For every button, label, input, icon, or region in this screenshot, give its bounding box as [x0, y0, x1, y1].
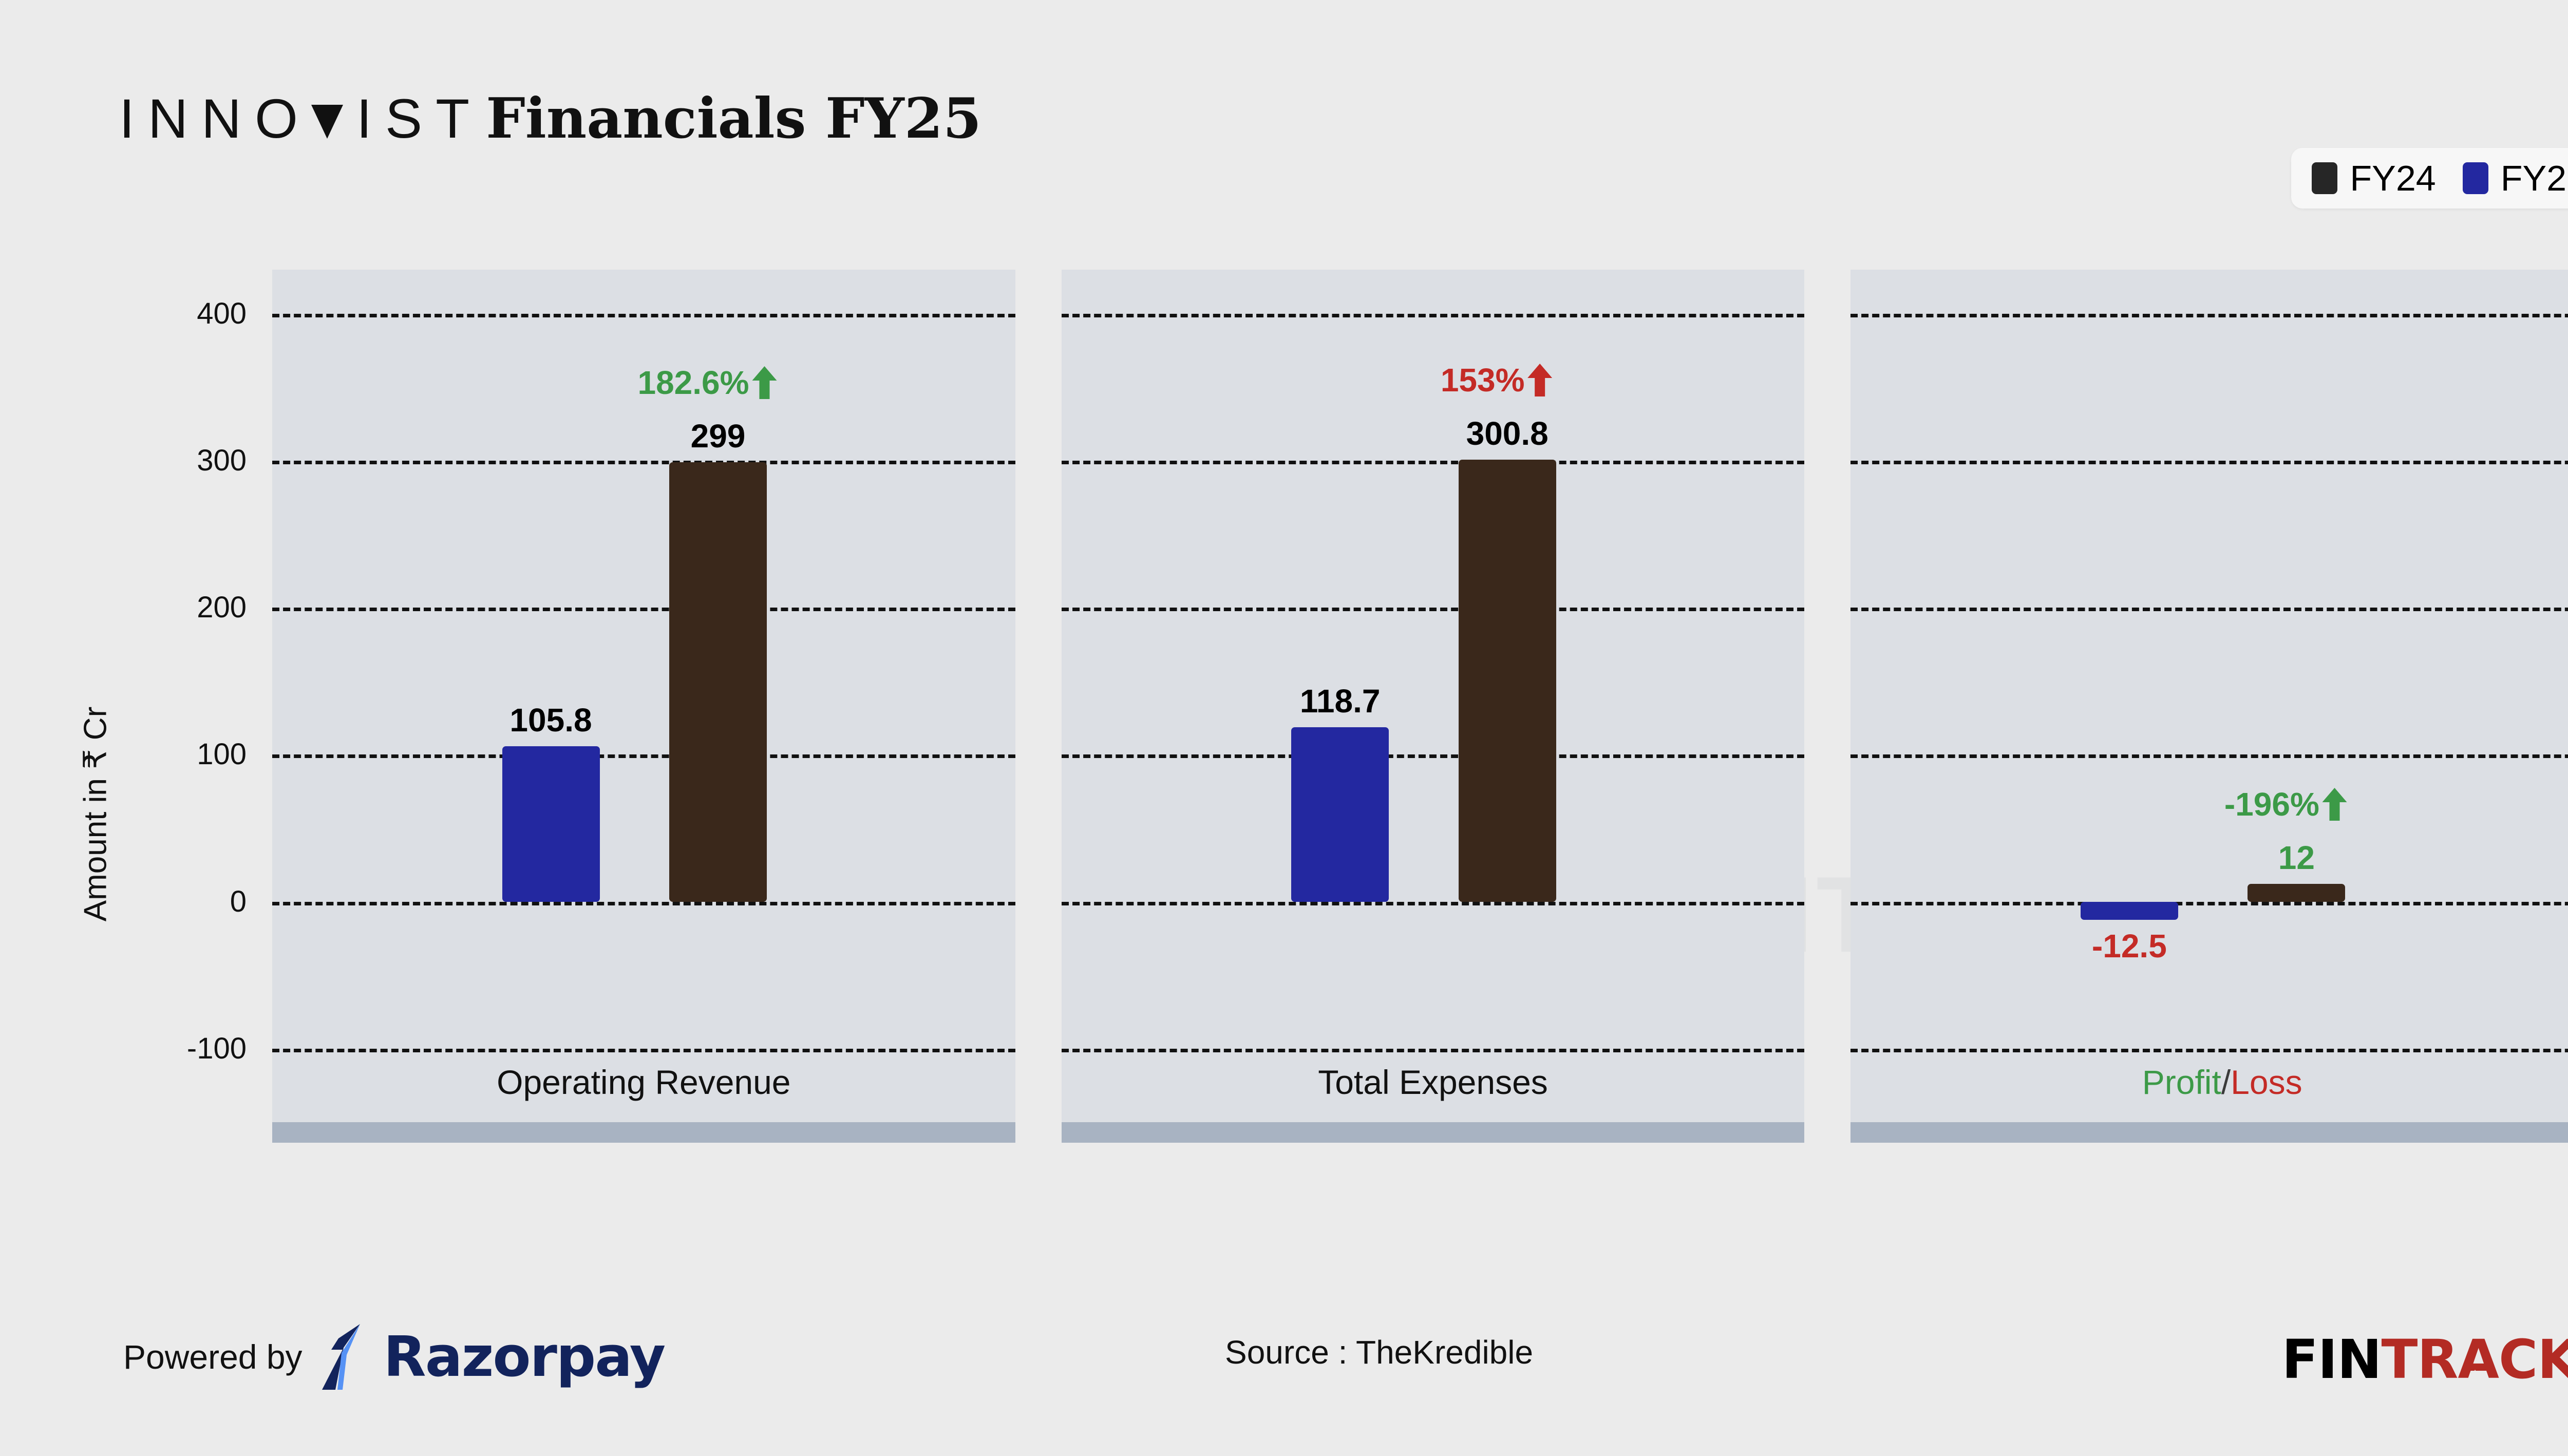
plot-area: 105.8 299 182.6% Operating Revenue	[272, 270, 1015, 1122]
category-label-separator: /	[2221, 1063, 2231, 1101]
legend-swatch-fy24	[2312, 162, 2338, 194]
plot-area: -12.5 12 -196% Profit/Loss	[1851, 270, 2568, 1122]
gridline-0	[1061, 901, 1805, 905]
legend-swatch-fy25	[2462, 162, 2488, 194]
logo-triangle-icon	[311, 104, 344, 139]
value-label-fy24: 299	[690, 417, 746, 455]
category-label: Total Expenses	[1318, 1063, 1548, 1101]
panel-operating-revenue: 105.8 299 182.6% Operating Revenue	[272, 270, 1015, 1143]
growth-annotation: -196%	[2224, 785, 2348, 823]
gridline-400	[1851, 313, 2568, 317]
panel-footer-bar	[1851, 1122, 2568, 1143]
y-axis-tick-100: 100	[197, 738, 247, 771]
fintrackr-logo: FIN TRACKR	[2281, 1328, 2568, 1396]
bar-fy24[interactable]	[2248, 884, 2346, 902]
value-label-fy25: 118.7	[1299, 682, 1381, 720]
razorpay-mark-icon	[320, 1324, 381, 1390]
value-label-fy25: -12.5	[2091, 928, 2167, 965]
gridline--100	[1851, 1048, 2568, 1052]
arrow-up-icon	[751, 365, 778, 400]
value-label-fy25: 105.8	[509, 701, 592, 739]
value-label-fy24: 12	[2278, 839, 2315, 877]
gridline-200	[1061, 608, 1805, 612]
gridline-200	[272, 608, 1015, 612]
gridline--100	[272, 1048, 1015, 1052]
growth-value: -196%	[2224, 786, 2319, 823]
logo-letter-i2: I	[356, 87, 386, 149]
razorpay-logo: Razorpay	[320, 1324, 666, 1390]
panel-total-expenses: 118.7 300.8 153% Total Expenses	[1061, 270, 1805, 1143]
bar-fy25[interactable]	[502, 746, 600, 902]
legend: FY24 FY25	[2291, 148, 2568, 209]
powered-by-label: Powered by	[123, 1338, 303, 1376]
category-label-profit: Profit	[2142, 1063, 2221, 1101]
gridline-0	[1851, 901, 2568, 905]
gridline-400	[272, 313, 1015, 317]
logo-letter-t: T	[436, 87, 483, 149]
gridline-300	[272, 461, 1015, 465]
panel-footer-bar	[272, 1122, 1015, 1143]
arrow-up-icon	[2321, 787, 2348, 822]
plot-area: 118.7 300.8 153% Total Expenses	[1061, 270, 1805, 1122]
title-text: Financials FY25	[486, 86, 982, 151]
y-axis-tick-400: 400	[197, 296, 247, 330]
bar-fy25[interactable]	[2080, 901, 2178, 920]
bar-fy25[interactable]	[1291, 727, 1389, 902]
footer: Powered by Razorpay Source : TheKredible…	[0, 1233, 2568, 1456]
fintrackr-fin-text: FIN	[2281, 1328, 2382, 1391]
rocket-icon	[2466, 1349, 2484, 1396]
logo-letter-n2: N	[201, 87, 255, 149]
source-label: Source : TheKredible	[1225, 1334, 1534, 1371]
logo-letter-o: O	[255, 87, 312, 149]
bar-fy24[interactable]	[669, 462, 767, 902]
gridline-100	[1061, 754, 1805, 759]
gridline-300	[1851, 461, 2568, 465]
y-axis-tick-200: 200	[197, 591, 247, 625]
gridline-200	[1851, 608, 2568, 612]
logo-letter-n1: N	[148, 87, 202, 149]
gridline-100	[272, 754, 1015, 759]
y-axis-tick-300: 300	[197, 444, 247, 478]
logo-letter-i1: I	[119, 87, 148, 149]
legend-label-fy25: FY25	[2500, 158, 2568, 198]
gridline-400	[1061, 313, 1805, 317]
razorpay-wordmark: Razorpay	[383, 1325, 666, 1389]
growth-value: 153%	[1440, 361, 1525, 399]
y-axis-tick-0: 0	[230, 884, 247, 918]
panel-profit-loss: -12.5 12 -196% Profit/Loss	[1851, 270, 2568, 1143]
category-label: Operating Revenue	[497, 1063, 791, 1101]
y-axis-tick--100: -100	[186, 1031, 247, 1065]
gridline-300	[1061, 461, 1805, 465]
growth-annotation: 153%	[1441, 361, 1554, 399]
fintrackr-trackr-text: TRACKR	[2381, 1328, 2568, 1396]
gridline-0	[272, 901, 1015, 905]
gridline--100	[1061, 1048, 1805, 1052]
legend-label-fy24: FY24	[2350, 158, 2436, 198]
chart-panels: 105.8 299 182.6% Operating Revenue 118.7 300.…	[272, 270, 2568, 1143]
bar-fy24[interactable]	[1458, 459, 1556, 902]
gridline-100	[1851, 754, 2568, 759]
logo-letter-s: S	[385, 87, 436, 149]
powered-by-block: Powered by Razorpay	[123, 1324, 666, 1390]
category-label-loss: Loss	[2231, 1063, 2302, 1101]
arrow-up-icon	[1527, 363, 1554, 398]
growth-annotation: 182.6%	[637, 364, 778, 402]
growth-value: 182.6%	[637, 364, 749, 401]
legend-item-fy24[interactable]: FY24	[2312, 158, 2436, 198]
panel-footer-bar	[1061, 1122, 1805, 1143]
legend-item-fy25[interactable]: FY25	[2462, 158, 2568, 198]
value-label-fy24: 300.8	[1466, 414, 1549, 452]
category-label: Profit/Loss	[1851, 1063, 2568, 1102]
